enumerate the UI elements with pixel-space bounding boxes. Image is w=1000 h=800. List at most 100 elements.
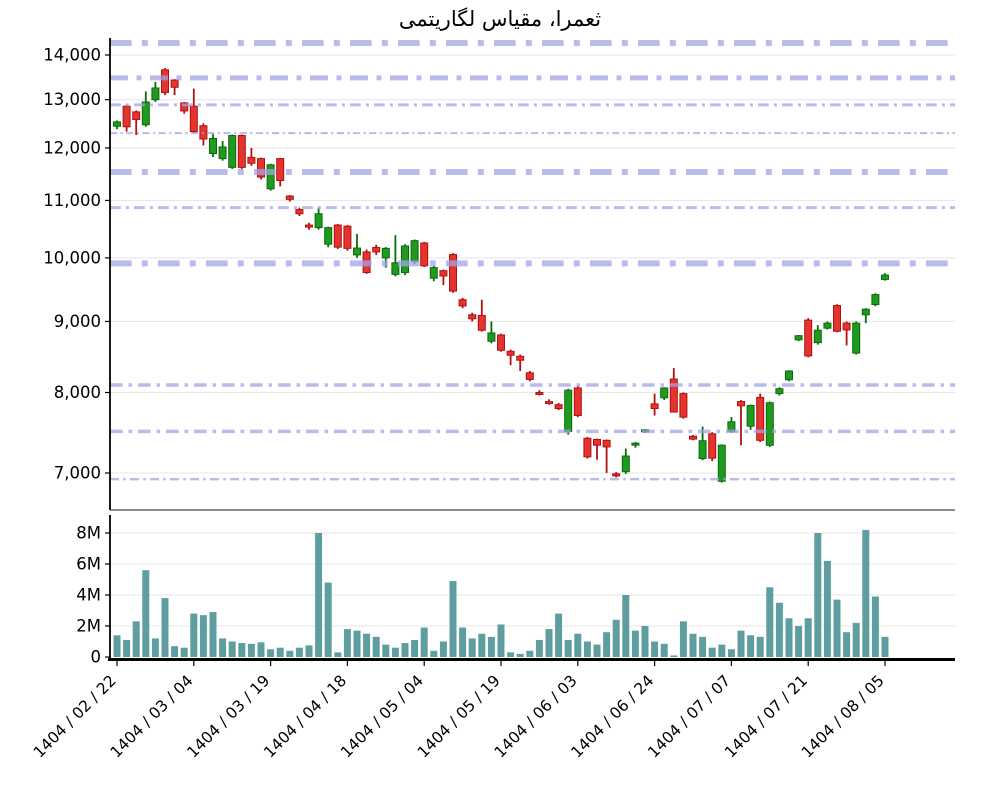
candle-body (257, 158, 265, 178)
candle-body (247, 156, 256, 164)
candle-body (564, 389, 573, 432)
volume-bar (430, 650, 438, 657)
candle-body (593, 438, 601, 446)
candle-body (401, 245, 409, 274)
candle-body (285, 195, 294, 200)
volume-bar (190, 613, 198, 657)
volume-bar (324, 582, 332, 657)
candle-body (554, 404, 563, 410)
candle-body (583, 437, 592, 458)
volume-bar (555, 613, 563, 657)
candle-body (765, 402, 774, 446)
volume-bar (670, 655, 678, 657)
volume-bar (247, 643, 255, 657)
volume-bar (593, 644, 601, 657)
volume-bar (852, 622, 860, 657)
volume-bar (142, 570, 150, 657)
volume-bar (775, 602, 783, 657)
volume-tick-label: 6M (76, 555, 101, 574)
candle-body (621, 455, 630, 473)
candle-body (545, 401, 553, 405)
volume-bar (603, 632, 611, 657)
candle-body (708, 433, 717, 459)
candle-body (429, 267, 438, 279)
price-tick-label: 10,000 (43, 248, 101, 267)
volume-bar (151, 638, 159, 657)
volume-bar (747, 635, 755, 657)
candle-body (689, 435, 697, 440)
volume-bar (756, 636, 764, 657)
volume-bar (468, 638, 476, 657)
candle-body (458, 299, 467, 307)
price-tick-label: 13,000 (43, 90, 101, 109)
volume-bar (814, 533, 822, 657)
candle-body (439, 270, 448, 277)
volume-bar (391, 647, 399, 657)
volume-bar (881, 636, 889, 657)
candle-body (612, 473, 621, 477)
volume-bar (305, 645, 313, 657)
candle-body (276, 158, 285, 181)
candle-body (122, 105, 131, 128)
candle-body (804, 319, 813, 357)
volume-bar (199, 615, 207, 657)
candle-body (650, 403, 659, 410)
volume-bar (843, 632, 851, 657)
volume-bar (171, 646, 179, 657)
candle-body (266, 164, 275, 190)
candle-body (602, 439, 611, 448)
candle-body (218, 146, 227, 160)
volume-bar (612, 619, 620, 657)
axes-spines (108, 38, 955, 661)
volume-bar (497, 624, 505, 657)
candle-body (343, 225, 352, 249)
candle-body (871, 294, 880, 306)
candle-body (410, 240, 419, 262)
volume-bar (411, 639, 419, 657)
volume-bar (353, 630, 361, 657)
volume-bar (699, 636, 707, 657)
volume-tick-label: 2M (76, 617, 101, 636)
volume-bar (180, 647, 188, 657)
candle-body (746, 404, 755, 427)
candle-body (151, 87, 160, 101)
candle-body (516, 355, 525, 361)
volume-bar (478, 633, 486, 657)
volume-bar (631, 630, 639, 657)
volume-gridlines (110, 532, 955, 627)
volume-bar (267, 649, 275, 657)
volume-bar (257, 642, 265, 657)
candle-body (717, 444, 726, 482)
volume-bar (334, 652, 342, 657)
volume-bar (439, 641, 447, 657)
volume-bar (343, 629, 351, 657)
volume-tick-label: 0 (91, 648, 102, 667)
volume-bar (622, 595, 630, 657)
price-tick-label: 9,000 (54, 312, 101, 331)
price-axis-tick-labels: 14,000 13,000 12,000 11,000 10,000 9,000 8,000… (43, 46, 110, 483)
candle-body (468, 314, 477, 320)
volume-bar (823, 560, 831, 657)
volume-bar (785, 618, 793, 657)
candle-body (881, 274, 889, 280)
candle-body (372, 246, 381, 253)
volume-tick-label: 8M (76, 524, 101, 543)
candle-body (420, 242, 429, 267)
volume-bar (804, 618, 812, 657)
candle-body (813, 329, 822, 344)
volume-bar (372, 636, 380, 657)
candle-body (497, 334, 505, 351)
volume-bar (507, 652, 515, 657)
chart-title: ثعمرا، مقیاس لگاریتمی (399, 7, 601, 31)
candle-body (113, 121, 121, 127)
candle-body (631, 442, 640, 446)
candle-body (861, 308, 870, 316)
support-resistance-lines (110, 40, 955, 481)
volume-bar (132, 621, 140, 657)
volume-bars (113, 529, 889, 657)
candle-body (775, 388, 784, 395)
candle-body (823, 322, 832, 329)
